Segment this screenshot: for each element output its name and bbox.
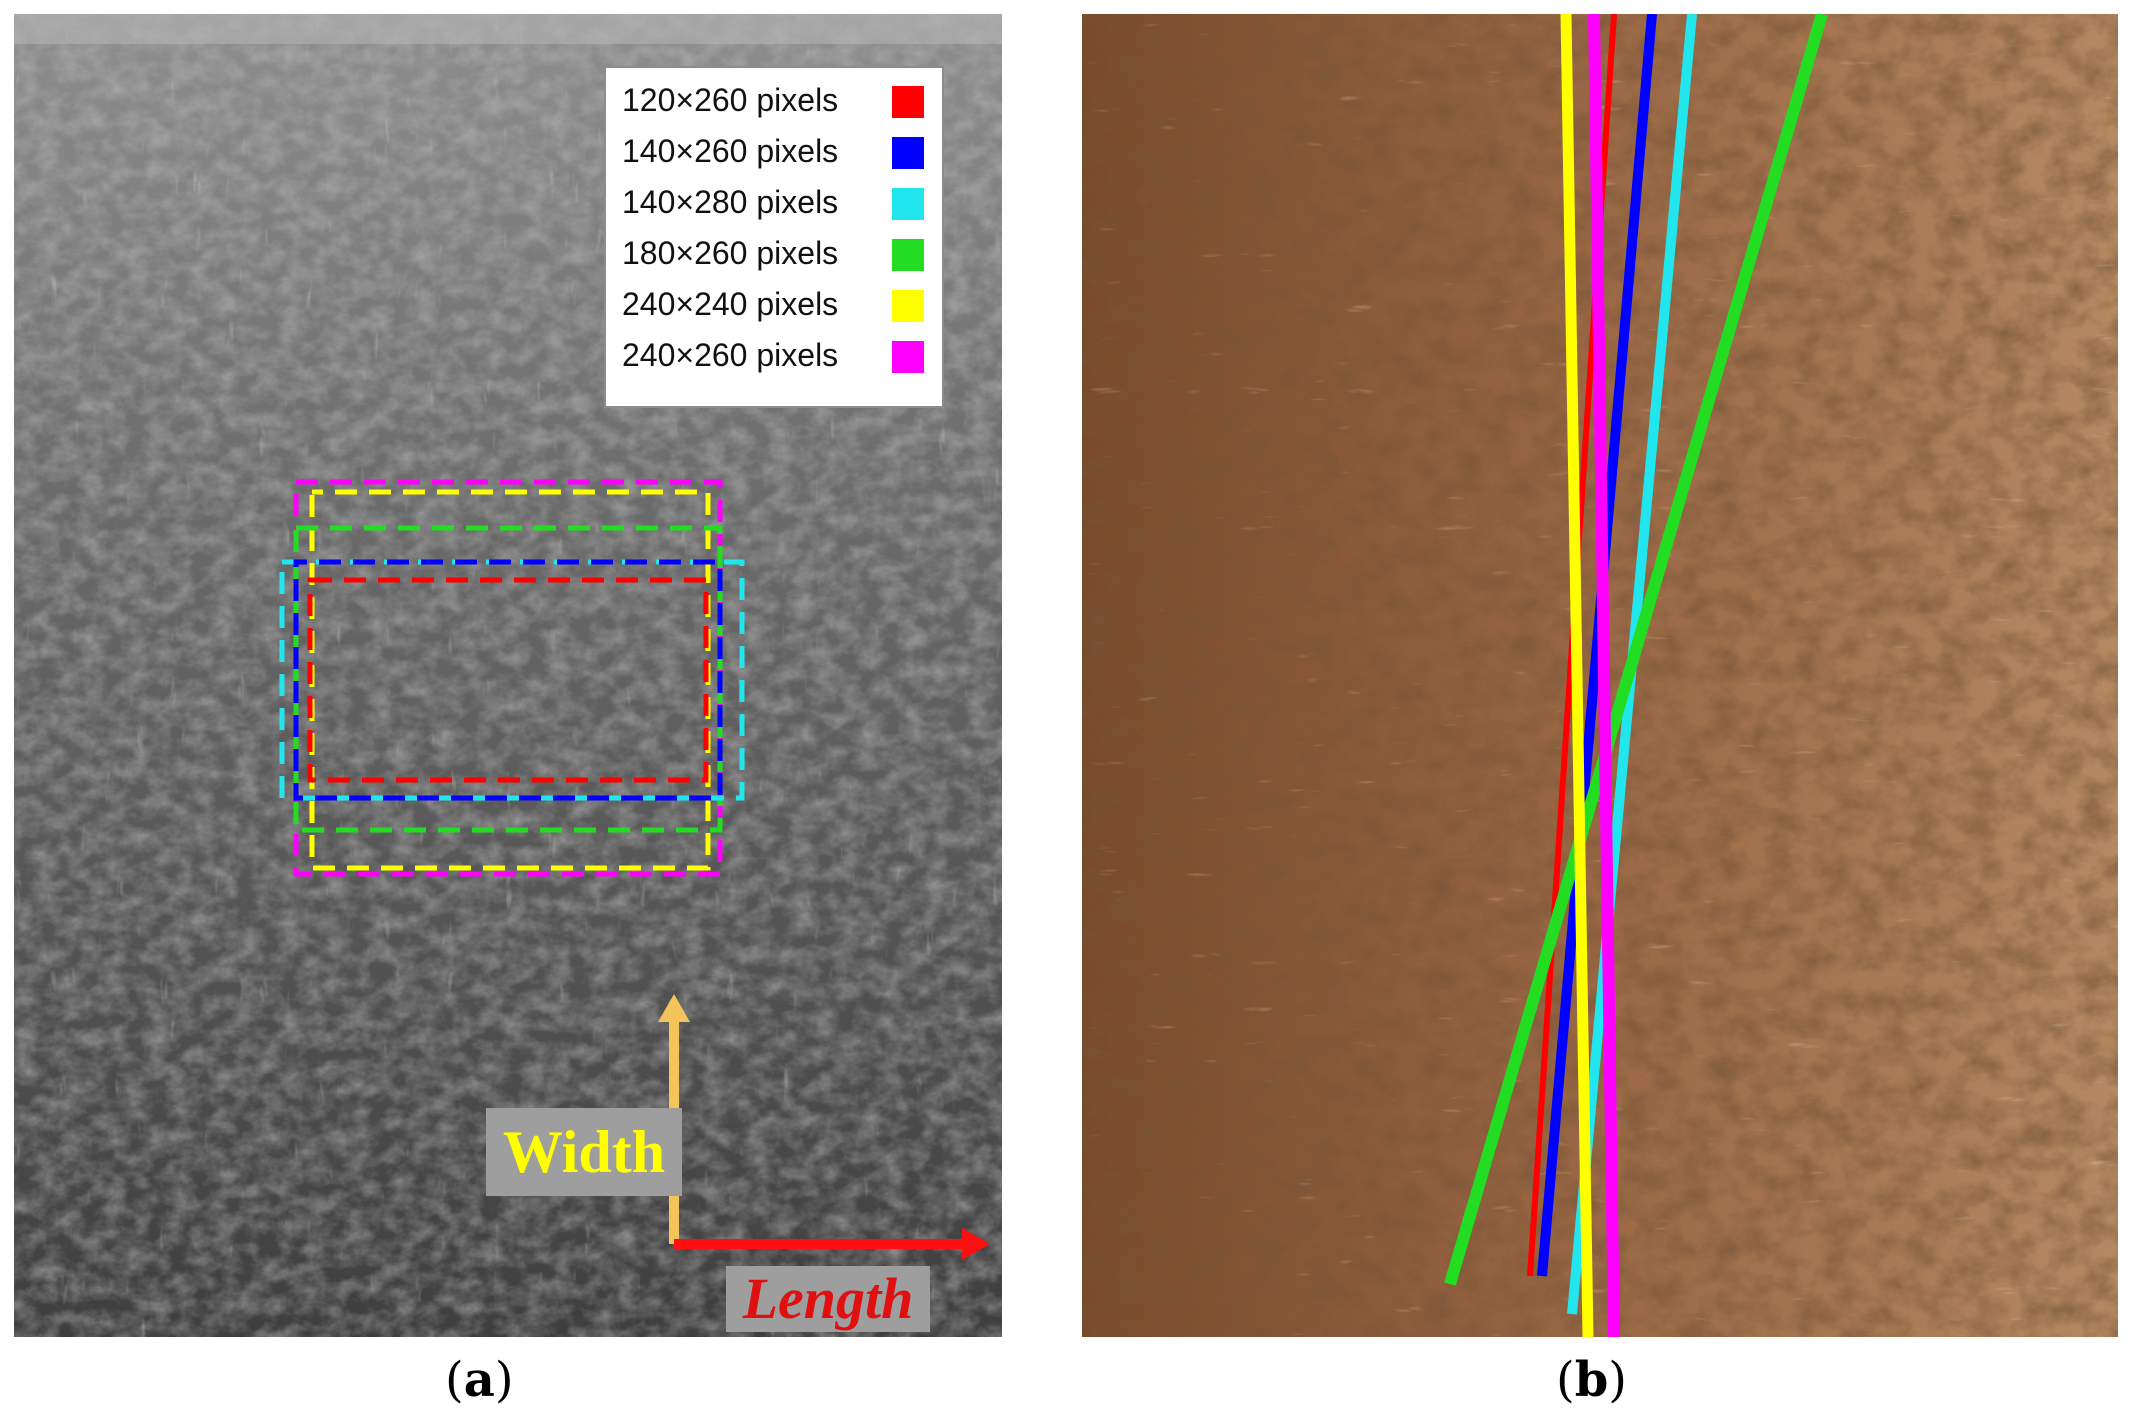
legend-swatch-blue bbox=[892, 137, 924, 169]
legend-swatch-magenta bbox=[892, 341, 924, 373]
window-size-legend: 120×260 pixels 140×260 pixels 140×280 pi… bbox=[604, 66, 944, 408]
photo-panel-b bbox=[1082, 14, 2118, 1337]
photo-panel-a: Width Length 120×260 pixels 140×260 pixe… bbox=[14, 14, 1002, 1337]
caption-letter: b bbox=[1574, 1352, 1609, 1408]
nav-line-240x240 bbox=[1560, 14, 1594, 1337]
nav-line-140x260 bbox=[1537, 14, 1657, 1277]
caption-a: (a) bbox=[445, 1352, 514, 1408]
legend-label: 140×260 pixels bbox=[622, 133, 839, 169]
legend-swatch-red bbox=[892, 86, 924, 118]
nav-line-180x260 bbox=[1444, 14, 1828, 1286]
nav-line-240x260 bbox=[1588, 14, 1620, 1337]
legend-item: 180×260 pixels bbox=[606, 229, 942, 280]
legend-item: 240×260 pixels bbox=[606, 331, 942, 382]
legend-item: 140×280 pixels bbox=[606, 178, 942, 229]
caption-paren-open: ( bbox=[1556, 1352, 1575, 1408]
window-140x260 bbox=[293, 559, 723, 801]
length-arrowhead bbox=[962, 1228, 990, 1260]
legend-item: 240×240 pixels bbox=[606, 280, 942, 331]
length-axis-label: Length bbox=[726, 1266, 930, 1332]
legend-swatch-yellow bbox=[892, 290, 924, 322]
legend-label: 140×280 pixels bbox=[622, 184, 839, 220]
legend-item: 140×260 pixels bbox=[606, 127, 942, 178]
legend-swatch-cyan bbox=[892, 188, 924, 220]
window-120x260 bbox=[307, 577, 709, 783]
caption-letter: a bbox=[463, 1352, 495, 1408]
window-180x260 bbox=[293, 525, 723, 833]
legend-label: 120×260 pixels bbox=[622, 82, 839, 118]
candidate-windows-overlay bbox=[279, 479, 745, 877]
legend-label: 180×260 pixels bbox=[622, 235, 839, 271]
caption-b: (b) bbox=[1556, 1352, 1627, 1408]
caption-paren-close: ) bbox=[494, 1352, 514, 1408]
legend-label: 240×260 pixels bbox=[622, 337, 839, 373]
caption-paren-open: ( bbox=[445, 1352, 464, 1408]
legend-item: 120×260 pixels bbox=[606, 76, 942, 127]
navigation-lines-overlay bbox=[1444, 14, 1828, 1337]
legend-swatch-green bbox=[892, 239, 924, 271]
legend-label: 240×240 pixels bbox=[622, 286, 839, 322]
width-arrowhead bbox=[658, 994, 690, 1022]
width-axis-label: Width bbox=[486, 1108, 682, 1196]
caption-paren-close: ) bbox=[1608, 1352, 1628, 1408]
window-140x280 bbox=[279, 559, 745, 801]
